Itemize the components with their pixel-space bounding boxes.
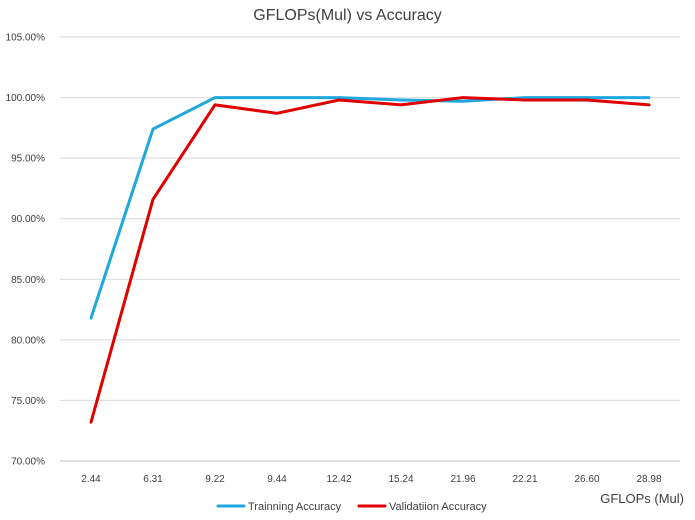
x-axis-ticks: 2.44 6.31 9.22 9.44 12.42 15.24 21.96 22.21 26.6… xyxy=(81,474,662,485)
y-tick-label: 70.00% xyxy=(11,457,45,468)
x-axis-label: GFLOPs (Mul) xyxy=(600,491,684,506)
y-tick-label: 85.00% xyxy=(11,275,45,286)
y-tick-label: 105.00% xyxy=(6,33,46,44)
chart-title: GFLOPs(Mul) vs Accuracy xyxy=(253,7,441,24)
x-tick-label: 26.60 xyxy=(574,474,599,485)
x-tick-label: 28.98 xyxy=(636,474,661,485)
legend: Trainning Accuracy Validatiion Accuracy xyxy=(216,501,487,513)
x-tick-label: 2.44 xyxy=(81,474,101,485)
y-axis-ticks: 70.00% 75.00% 80.00% 85.00% 90.00% 95.00% 100.… xyxy=(6,33,46,468)
y-tick-label: 80.00% xyxy=(11,335,45,346)
legend-label: Trainning Accuracy xyxy=(248,501,342,513)
y-tick-label: 75.00% xyxy=(11,396,45,407)
y-tick-label: 100.00% xyxy=(6,93,46,104)
legend-label: Validatiion Accuracy xyxy=(389,501,487,513)
x-tick-label: 12.42 xyxy=(326,474,351,485)
y-tick-label: 90.00% xyxy=(11,214,45,225)
grid-lines xyxy=(60,36,680,462)
x-tick-label: 9.44 xyxy=(267,474,287,485)
series-lines xyxy=(89,96,651,424)
x-tick-label: 22.21 xyxy=(512,474,537,485)
series-line-0 xyxy=(89,96,651,320)
x-tick-label: 9.22 xyxy=(205,474,225,485)
x-tick-label: 15.24 xyxy=(388,474,413,485)
x-tick-label: 21.96 xyxy=(450,474,475,485)
series-line-1 xyxy=(89,96,651,424)
x-tick-label: 6.31 xyxy=(143,474,163,485)
y-tick-label: 95.00% xyxy=(11,154,45,165)
